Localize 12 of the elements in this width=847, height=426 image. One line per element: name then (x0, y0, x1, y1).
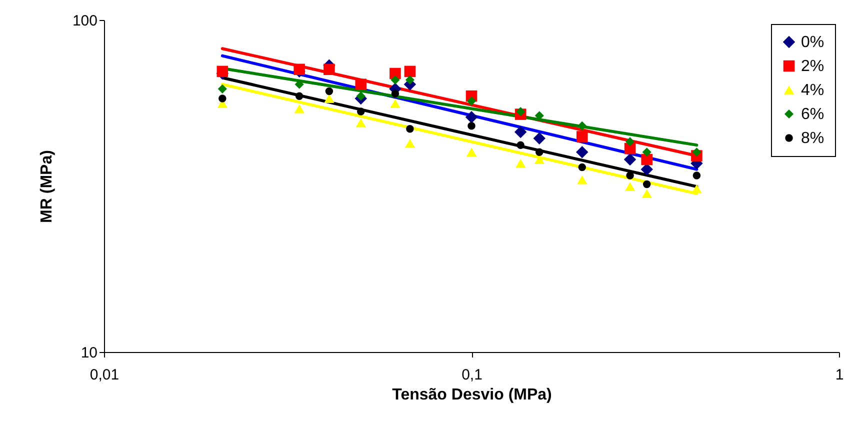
legend-label: 6% (801, 106, 824, 123)
x-axis-title: Tensão Desvio (MPa) (392, 386, 552, 404)
y-tick-label: 100 (72, 12, 98, 30)
legend-label: 4% (801, 82, 824, 99)
y-axis-title: MR (MPa) (38, 150, 56, 223)
x-tick-label: 1 (835, 366, 844, 384)
y-tick-label: 10 (80, 344, 98, 362)
legend-label: 8% (801, 130, 824, 147)
legend-label: 0% (801, 34, 824, 51)
x-tick-label: 0,01 (90, 366, 120, 384)
legend-label: 2% (801, 58, 824, 75)
x-tick-label: 0,1 (462, 366, 482, 384)
